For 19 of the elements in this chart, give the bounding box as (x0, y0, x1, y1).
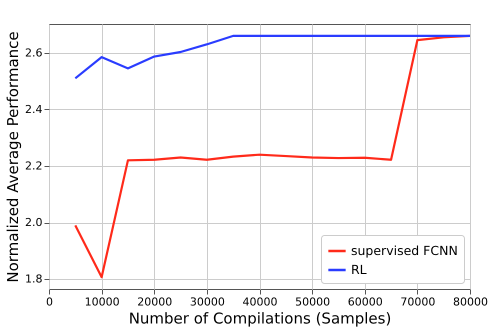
line-series (74, 34, 470, 80)
y-tick-label: 2.6 (25, 46, 42, 60)
legend-label: supervised FCNN (351, 243, 458, 258)
y-tick-label: 1.8 (25, 272, 42, 286)
y-tick-label: 2.2 (25, 159, 42, 172)
x-tick-label: 20000 (137, 296, 172, 308)
x-tick-label: 60000 (348, 296, 383, 308)
y-tick-label: 2.4 (25, 102, 42, 116)
y-tick-label: 2.0 (25, 216, 42, 230)
legend-label: RL (351, 262, 367, 277)
x-tick-label: 70000 (400, 296, 436, 308)
x-tick-label: 30000 (190, 296, 225, 308)
x-tick-label: 10000 (84, 296, 120, 308)
x-tick-label: 0 (46, 296, 53, 308)
x-axis-title: Number of Compilations (Samples) (128, 310, 392, 328)
x-tick-label: 80000 (453, 296, 488, 308)
x-tick-label: 40000 (242, 296, 278, 308)
y-axis-title: Normalized Average Performance (4, 31, 22, 283)
x-tick-label: 50000 (295, 296, 330, 308)
